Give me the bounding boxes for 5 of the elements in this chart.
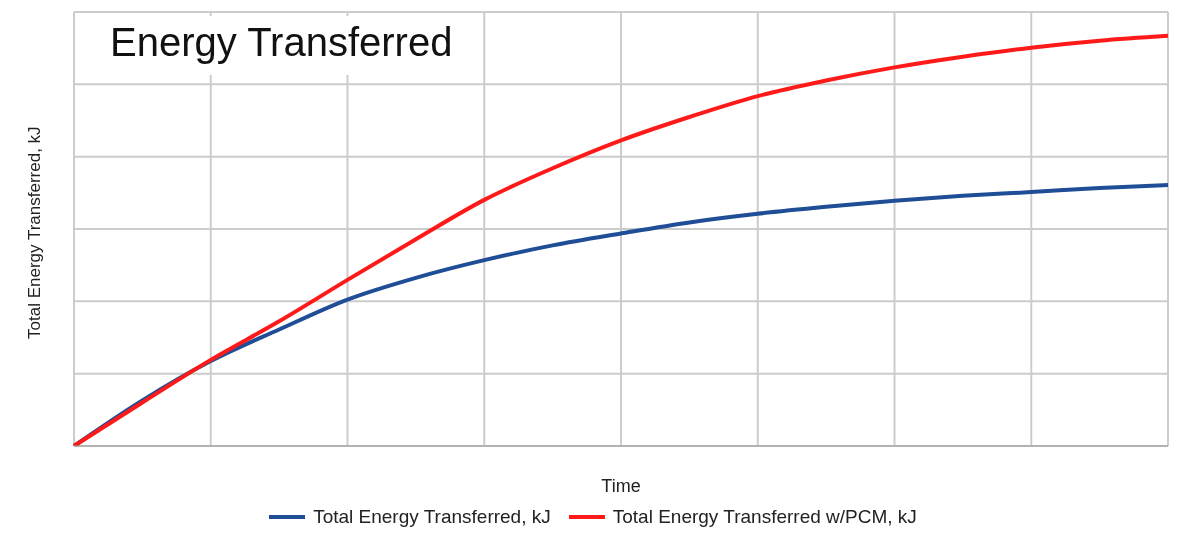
chart-title: Energy Transferred bbox=[94, 16, 469, 75]
x-axis-title: Time bbox=[601, 476, 641, 496]
legend-label: Total Energy Transferred, kJ bbox=[313, 506, 551, 528]
legend-label: Total Energy Transferred w/PCM, kJ bbox=[612, 506, 917, 528]
y-axis-title: Total Energy Transferred, kJ bbox=[25, 126, 45, 339]
